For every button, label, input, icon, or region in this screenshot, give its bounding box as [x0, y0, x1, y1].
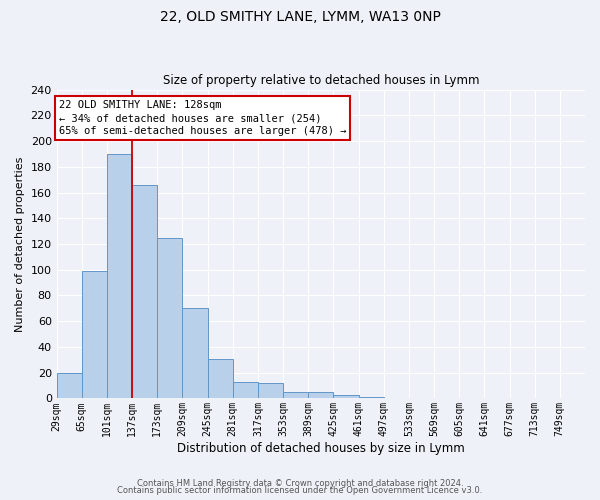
Bar — [308, 392, 334, 398]
Title: Size of property relative to detached houses in Lymm: Size of property relative to detached ho… — [163, 74, 479, 87]
Bar — [157, 238, 182, 398]
Bar — [82, 271, 107, 398]
Bar — [233, 382, 258, 398]
Bar — [56, 372, 82, 398]
Bar — [334, 394, 359, 398]
Bar — [208, 358, 233, 399]
Text: 22, OLD SMITHY LANE, LYMM, WA13 0NP: 22, OLD SMITHY LANE, LYMM, WA13 0NP — [160, 10, 440, 24]
Bar — [283, 392, 308, 398]
X-axis label: Distribution of detached houses by size in Lymm: Distribution of detached houses by size … — [177, 442, 465, 455]
Text: 22 OLD SMITHY LANE: 128sqm
← 34% of detached houses are smaller (254)
65% of sem: 22 OLD SMITHY LANE: 128sqm ← 34% of deta… — [59, 100, 346, 136]
Text: Contains HM Land Registry data © Crown copyright and database right 2024.: Contains HM Land Registry data © Crown c… — [137, 478, 463, 488]
Bar — [258, 383, 283, 398]
Bar — [359, 397, 384, 398]
Bar — [107, 154, 132, 398]
Bar — [132, 185, 157, 398]
Bar — [182, 308, 208, 398]
Y-axis label: Number of detached properties: Number of detached properties — [15, 156, 25, 332]
Text: Contains public sector information licensed under the Open Government Licence v3: Contains public sector information licen… — [118, 486, 482, 495]
